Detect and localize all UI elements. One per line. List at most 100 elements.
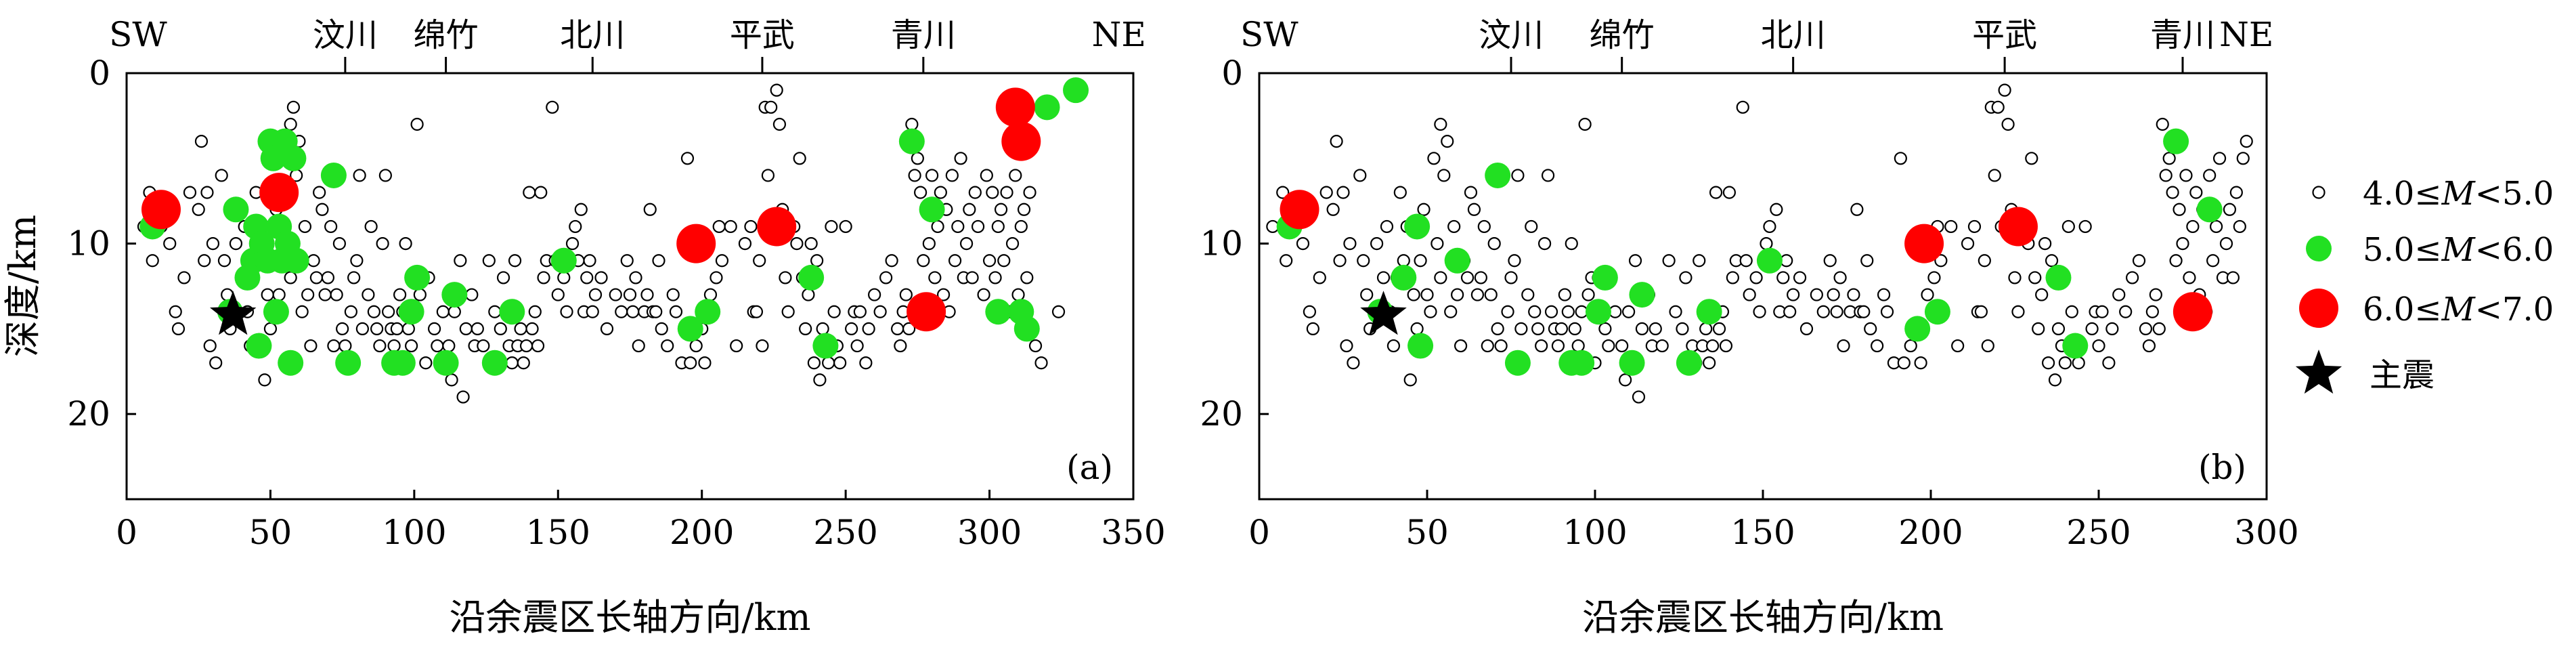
point-small (1538, 237, 1552, 251)
point-small (1437, 169, 1451, 182)
point-small (988, 271, 1002, 284)
point-small (203, 339, 217, 353)
point-small (936, 288, 951, 301)
point-small (1414, 254, 1427, 268)
point-small (594, 271, 608, 284)
point-medium (919, 196, 945, 223)
point-medium (1504, 350, 1531, 376)
point-small (965, 271, 979, 284)
point-medium (1404, 213, 1431, 240)
point-small (1927, 271, 1941, 284)
point-small (908, 169, 921, 182)
x-tick-label: 50 (1405, 513, 1449, 552)
y-tick-label: 10 (1200, 224, 1243, 263)
point-small (1857, 305, 1871, 318)
point-small (1622, 305, 1636, 318)
point-small (1810, 288, 1823, 301)
y-axis-label: 深度/km (1, 215, 44, 357)
point-small (1470, 288, 1484, 301)
point-small (1864, 322, 1877, 335)
point-small (370, 322, 384, 335)
legend-marker-large (2299, 289, 2338, 328)
point-small (911, 152, 924, 165)
point-small (1333, 254, 1347, 268)
location-label: 平武 (730, 16, 795, 54)
point-large (757, 207, 797, 247)
point-small (169, 305, 182, 318)
point-small (583, 254, 596, 268)
point-small (873, 305, 887, 318)
point-small (2236, 152, 2250, 165)
point-small (258, 373, 271, 387)
point-small (1961, 237, 1975, 251)
point-small (761, 169, 775, 182)
point-small (1023, 186, 1036, 199)
point-small (2078, 219, 2092, 234)
point-small (980, 169, 993, 182)
point-small (661, 339, 674, 353)
point-small (1303, 305, 1317, 318)
point-large (1280, 190, 1319, 230)
point-small (286, 100, 301, 114)
point-small (263, 322, 278, 335)
point-small (2032, 322, 2045, 335)
point-small (315, 203, 329, 216)
point-small (2240, 135, 2253, 148)
point-small (1441, 135, 1454, 148)
point-small (1787, 288, 1800, 301)
point-medium (1034, 94, 1060, 121)
point-small (859, 356, 873, 370)
point-small (367, 305, 380, 318)
point-small (825, 219, 838, 234)
point-small (405, 339, 418, 353)
point-small (2065, 305, 2078, 318)
point-small (2045, 254, 2059, 268)
point-small (401, 322, 415, 335)
point-small (309, 271, 324, 284)
point-small (1326, 203, 1340, 216)
point-small (1306, 322, 1319, 335)
point-small (2203, 169, 2217, 182)
point-small (332, 237, 346, 251)
point-large (259, 173, 299, 213)
y-tick-label: 0 (1221, 54, 1243, 93)
point-small (2051, 322, 2066, 335)
point-small (925, 169, 939, 182)
point-small (1991, 100, 2005, 114)
point-small (600, 322, 614, 335)
point-small (1877, 288, 1891, 301)
x-tick-label: 150 (526, 513, 590, 552)
point-small (891, 322, 904, 335)
point-medium (2163, 128, 2189, 154)
point-small (1541, 169, 1555, 182)
point-small (885, 254, 898, 268)
point-small (580, 271, 594, 284)
point-small (1319, 186, 1333, 199)
point-small (2176, 237, 2189, 251)
point-small (994, 203, 1008, 216)
point-small (1280, 254, 1293, 268)
point-small (350, 254, 364, 268)
point-small (799, 322, 812, 335)
point-small (1981, 339, 1994, 353)
point-medium (1013, 316, 1040, 342)
point-small (1467, 203, 1481, 216)
point-small (364, 219, 378, 234)
point-small (2189, 186, 2203, 199)
point-small (1477, 219, 1491, 234)
point-medium (320, 162, 347, 188)
location-label: 北川 (1761, 16, 1826, 54)
location-label: NE (2219, 15, 2273, 54)
point-small (945, 169, 959, 182)
point-small (1837, 339, 1850, 353)
point-medium (481, 350, 508, 376)
point-small (410, 117, 424, 131)
series-medium (139, 77, 1089, 376)
point-small (1370, 237, 1384, 251)
point-small (1424, 305, 1437, 318)
point-small (508, 254, 522, 268)
point-small (2169, 254, 2183, 268)
x-tick-label: 200 (670, 513, 734, 552)
point-small (1420, 288, 1434, 301)
point-medium (1696, 299, 1722, 325)
